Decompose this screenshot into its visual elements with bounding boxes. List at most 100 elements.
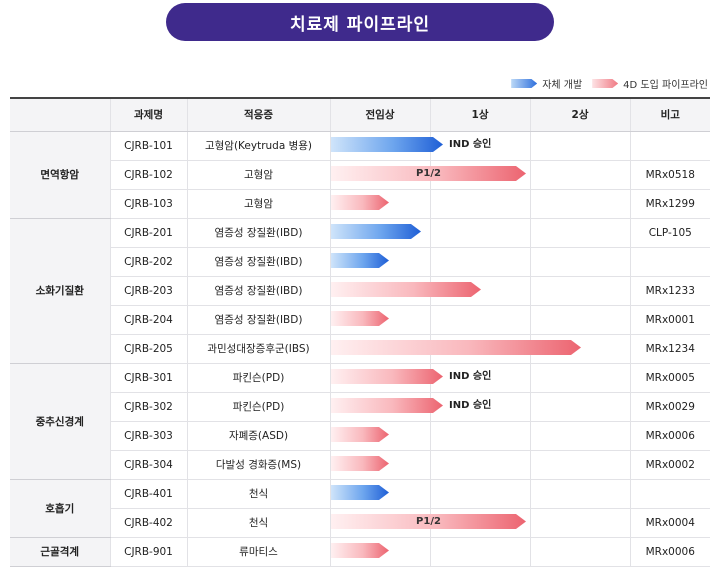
table-row: 호흡기 CJRB-401 천식: [10, 479, 710, 538]
phase-cell: [429, 247, 530, 277]
project-code: CJRB-205: [109, 334, 187, 364]
phase-cell: [329, 421, 430, 451]
note: MRx0005: [629, 363, 710, 393]
phase-cell: [329, 392, 430, 422]
phase-cell: [329, 537, 430, 567]
phase-cell: [529, 305, 630, 335]
project-code: CJRB-304: [109, 450, 187, 480]
group-label: 근골격계: [10, 537, 110, 567]
phase-cell: [329, 479, 430, 509]
indication: 자폐증(ASD): [186, 421, 330, 451]
phase-cell: [429, 450, 530, 480]
table-row: CJRB-303 자폐증(ASD) MRx0006: [10, 421, 710, 451]
project-code: CJRB-302: [109, 392, 187, 422]
phase-cell: [429, 508, 530, 538]
table-row: 면역항암 CJRB-101 고형암(Keytruda 병용): [10, 131, 710, 219]
note: MRx1234: [629, 334, 710, 364]
indication: 고형암: [186, 189, 330, 219]
legend: 자체 개발 4D 도입 파이프라인: [501, 76, 708, 91]
phase-cell: [429, 363, 530, 393]
legend-item-licensed: 4D 도입 파이프라인: [592, 76, 708, 91]
table-row: CJRB-102 고형암 MRx0518: [10, 160, 710, 190]
project-code: CJRB-303: [109, 421, 187, 451]
table-row: CJRB-304 다발성 경화증(MS) MRx0002: [10, 450, 710, 480]
phase-cell: [529, 537, 630, 567]
table-row: 근골격계 CJRB-901 류마티스 MRx0006: [10, 537, 710, 567]
indication: 파킨슨(PD): [186, 392, 330, 422]
phase-cell: [529, 247, 630, 277]
phase-cell: [329, 450, 430, 480]
indication: 천식: [186, 479, 330, 509]
legend-label: 4D 도입 파이프라인: [623, 80, 708, 91]
note: MRx0518: [629, 160, 710, 190]
note: MRx0006: [629, 537, 710, 567]
phase-cell: [529, 392, 630, 422]
phase-cell: [329, 218, 430, 248]
indication: 염증성 장질환(IBD): [186, 247, 330, 277]
indication: 천식: [186, 508, 330, 538]
phase-cell: [329, 131, 430, 161]
phase-cell: [429, 160, 530, 190]
phase-cell: [429, 218, 530, 248]
header-code: 과제명: [109, 97, 187, 132]
note: [629, 479, 710, 509]
project-code: CJRB-203: [109, 276, 187, 306]
phase-cell: [529, 421, 630, 451]
header-note: 비고: [629, 97, 710, 132]
header-phase1: 1상: [429, 97, 530, 132]
table-row: CJRB-202 염증성 장질환(IBD): [10, 247, 710, 277]
phase-cell: [529, 160, 630, 190]
phase-cell: [429, 479, 530, 509]
page-title: 치료제 파이프라인: [166, 3, 554, 41]
phase-cell: [429, 305, 530, 335]
table-row: CJRB-204 염증성 장질환(IBD) MRx0001: [10, 305, 710, 335]
table-row: CJRB-103 고형암 MRx1299: [10, 189, 710, 219]
phase-cell: [429, 537, 530, 567]
project-code: CJRB-102: [109, 160, 187, 190]
project-code: CJRB-301: [109, 363, 187, 393]
note: CLP-105: [629, 218, 710, 248]
indication: 염증성 장질환(IBD): [186, 218, 330, 248]
phase-cell: [529, 276, 630, 306]
project-code: CJRB-401: [109, 479, 187, 509]
group-label: 소화기질환: [10, 218, 110, 364]
indication: 염증성 장질환(IBD): [186, 276, 330, 306]
phase-cell: [329, 363, 430, 393]
project-code: CJRB-201: [109, 218, 187, 248]
indication: 고형암: [186, 160, 330, 190]
note: MRx0029: [629, 392, 710, 422]
phase-cell: [529, 363, 630, 393]
phase-cell: [529, 479, 630, 509]
phase-cell: [529, 218, 630, 248]
legend-label: 자체 개발: [542, 80, 583, 91]
phase-cell: [329, 160, 430, 190]
table-row: 소화기질환 CJRB-201 염증성 장질환(IBD) CLP-105: [10, 218, 710, 364]
indication: 류마티스: [186, 537, 330, 567]
phase-cell: [329, 247, 430, 277]
indication: 다발성 경화증(MS): [186, 450, 330, 480]
pipeline-table-wrapper: 과제명 적응증 전임상 1상 2상 비고 면역항암 CJRB-101 고형암(Key…: [10, 97, 710, 567]
legend-swatch-pink: [592, 79, 619, 88]
note: MRx1299: [629, 189, 710, 219]
table-row: CJRB-302 파킨슨(PD) MRx0029: [10, 392, 710, 422]
legend-swatch-blue: [511, 79, 538, 88]
phase-cell: [529, 450, 630, 480]
phase-cell: [429, 189, 530, 219]
phase-cell: [429, 276, 530, 306]
project-code: CJRB-101: [109, 131, 187, 161]
table-body: 면역항암 CJRB-101 고형암(Keytruda 병용) CJRB-102 고형암 M…: [10, 131, 710, 567]
indication: 파킨슨(PD): [186, 363, 330, 393]
phase-cell: [329, 189, 430, 219]
table-row: CJRB-402 천식 MRx0004: [10, 508, 710, 538]
project-code: CJRB-202: [109, 247, 187, 277]
phase-cell: [529, 334, 630, 364]
group-label: 중추신경계: [10, 363, 110, 480]
project-code: CJRB-402: [109, 508, 187, 538]
phase-cell: [529, 508, 630, 538]
indication: 과민성대장증후군(IBS): [186, 334, 330, 364]
table-header-row: 과제명 적응증 전임상 1상 2상 비고: [10, 97, 710, 132]
note: MRx0006: [629, 421, 710, 451]
phase-cell: [529, 189, 630, 219]
note: MRx0002: [629, 450, 710, 480]
header-preclinical: 전임상: [329, 97, 430, 132]
